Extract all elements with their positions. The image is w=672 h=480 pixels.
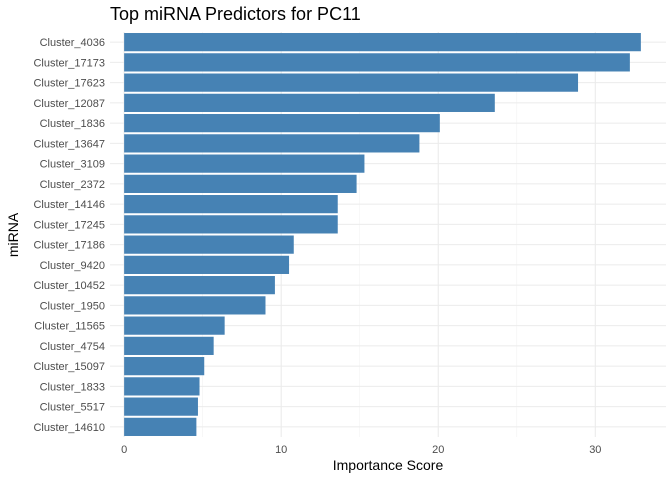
bar-cluster-1833 bbox=[124, 377, 200, 396]
y-tick-label: Cluster_1836 bbox=[40, 118, 105, 130]
y-tick-label: Cluster_17623 bbox=[33, 78, 105, 90]
y-tick-label: Cluster_1833 bbox=[40, 381, 105, 393]
x-axis-title: Importance Score bbox=[333, 457, 444, 473]
bar-cluster-10452 bbox=[124, 276, 275, 295]
y-tick-label: Cluster_10452 bbox=[33, 280, 105, 292]
bar-cluster-14610 bbox=[124, 417, 197, 436]
bars bbox=[124, 33, 641, 436]
y-tick-label: Cluster_17245 bbox=[33, 219, 105, 231]
x-tick-label: 20 bbox=[432, 444, 444, 456]
y-tick-label: Cluster_17186 bbox=[33, 240, 105, 252]
y-tick-label: Cluster_4754 bbox=[40, 341, 105, 353]
bar-cluster-13647 bbox=[124, 134, 420, 153]
y-tick-label: Cluster_14610 bbox=[33, 422, 105, 434]
x-tick-labels: 0 10 20 30 bbox=[121, 444, 601, 456]
x-tick-label: 10 bbox=[275, 444, 287, 456]
y-axis-title: miRNA bbox=[5, 212, 21, 257]
y-tick-label: Cluster_9420 bbox=[40, 260, 105, 272]
bar-cluster-17245 bbox=[124, 215, 338, 234]
bar-cluster-4036 bbox=[124, 33, 641, 52]
bar-cluster-17173 bbox=[124, 53, 630, 72]
y-tick-label: Cluster_15097 bbox=[33, 361, 105, 373]
bar-cluster-4754 bbox=[124, 336, 214, 355]
y-tick-label: Cluster_2372 bbox=[40, 179, 105, 191]
y-tick-label: Cluster_3109 bbox=[40, 159, 105, 171]
bar-cluster-17623 bbox=[124, 73, 579, 92]
bar-cluster-9420 bbox=[124, 255, 290, 274]
bar-cluster-11565 bbox=[124, 316, 225, 335]
y-tick-labels: Cluster_4036 Cluster_17173 Cluster_17623 Cl… bbox=[33, 37, 105, 434]
bar-cluster-12087 bbox=[124, 93, 495, 112]
bar-cluster-3109 bbox=[124, 154, 365, 173]
bar-cluster-14146 bbox=[124, 195, 338, 214]
bar-cluster-1950 bbox=[124, 296, 266, 315]
y-tick-label: Cluster_11565 bbox=[34, 321, 105, 333]
y-tick-label: Cluster_1950 bbox=[40, 300, 105, 312]
y-tick-label: Cluster_13647 bbox=[33, 138, 105, 150]
bar-cluster-15097 bbox=[124, 357, 205, 376]
y-tick-label: Cluster_17173 bbox=[33, 57, 105, 69]
y-tick-label: Cluster_14146 bbox=[33, 199, 105, 211]
x-tick-label: 0 bbox=[121, 444, 127, 456]
x-tick-label: 30 bbox=[589, 444, 601, 456]
bar-cluster-1836 bbox=[124, 114, 440, 133]
y-tick-label: Cluster_12087 bbox=[33, 98, 105, 110]
y-tick-label: Cluster_5517 bbox=[40, 402, 105, 414]
bar-cluster-17186 bbox=[124, 235, 294, 254]
chart-title: Top miRNA Predictors for PC11 bbox=[110, 4, 361, 24]
gridlines bbox=[110, 32, 666, 437]
bar-cluster-5517 bbox=[124, 397, 198, 416]
bar-cluster-2372 bbox=[124, 174, 357, 193]
y-tick-label: Cluster_4036 bbox=[40, 37, 105, 49]
